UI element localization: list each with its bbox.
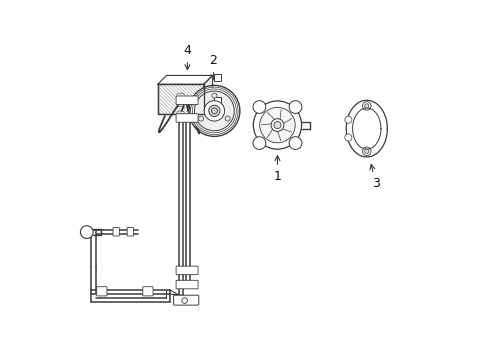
Circle shape <box>362 102 370 110</box>
Circle shape <box>364 149 368 153</box>
FancyBboxPatch shape <box>176 266 198 275</box>
Circle shape <box>211 108 217 114</box>
Circle shape <box>362 147 370 156</box>
Circle shape <box>252 101 265 113</box>
Circle shape <box>224 116 230 121</box>
Circle shape <box>190 87 238 135</box>
Polygon shape <box>346 100 386 157</box>
Circle shape <box>208 105 220 117</box>
FancyBboxPatch shape <box>213 75 221 81</box>
FancyBboxPatch shape <box>97 287 107 296</box>
Circle shape <box>288 101 301 113</box>
Circle shape <box>198 116 203 121</box>
Bar <box>157 84 203 114</box>
Circle shape <box>270 119 283 131</box>
Polygon shape <box>352 108 380 149</box>
FancyBboxPatch shape <box>127 228 133 236</box>
Circle shape <box>182 298 187 303</box>
Circle shape <box>288 137 301 149</box>
Circle shape <box>259 107 295 143</box>
Circle shape <box>252 137 265 149</box>
Circle shape <box>80 226 93 238</box>
Polygon shape <box>203 76 212 114</box>
Circle shape <box>194 91 234 131</box>
FancyBboxPatch shape <box>113 228 119 236</box>
Circle shape <box>364 104 368 108</box>
FancyBboxPatch shape <box>173 295 198 305</box>
Circle shape <box>211 93 217 98</box>
FancyBboxPatch shape <box>176 96 198 104</box>
Text: 3: 3 <box>369 165 379 190</box>
Text: 1: 1 <box>273 156 281 183</box>
FancyBboxPatch shape <box>176 280 198 289</box>
Polygon shape <box>157 76 212 84</box>
Circle shape <box>273 122 281 129</box>
Bar <box>157 84 203 114</box>
Circle shape <box>188 85 240 136</box>
Text: 4: 4 <box>183 44 191 69</box>
Circle shape <box>344 134 351 141</box>
FancyBboxPatch shape <box>176 114 198 122</box>
FancyBboxPatch shape <box>213 98 221 104</box>
FancyBboxPatch shape <box>142 287 153 296</box>
Circle shape <box>204 101 224 121</box>
Circle shape <box>344 116 351 123</box>
Text: 2: 2 <box>208 54 216 80</box>
Circle shape <box>192 89 236 133</box>
Circle shape <box>253 101 301 149</box>
